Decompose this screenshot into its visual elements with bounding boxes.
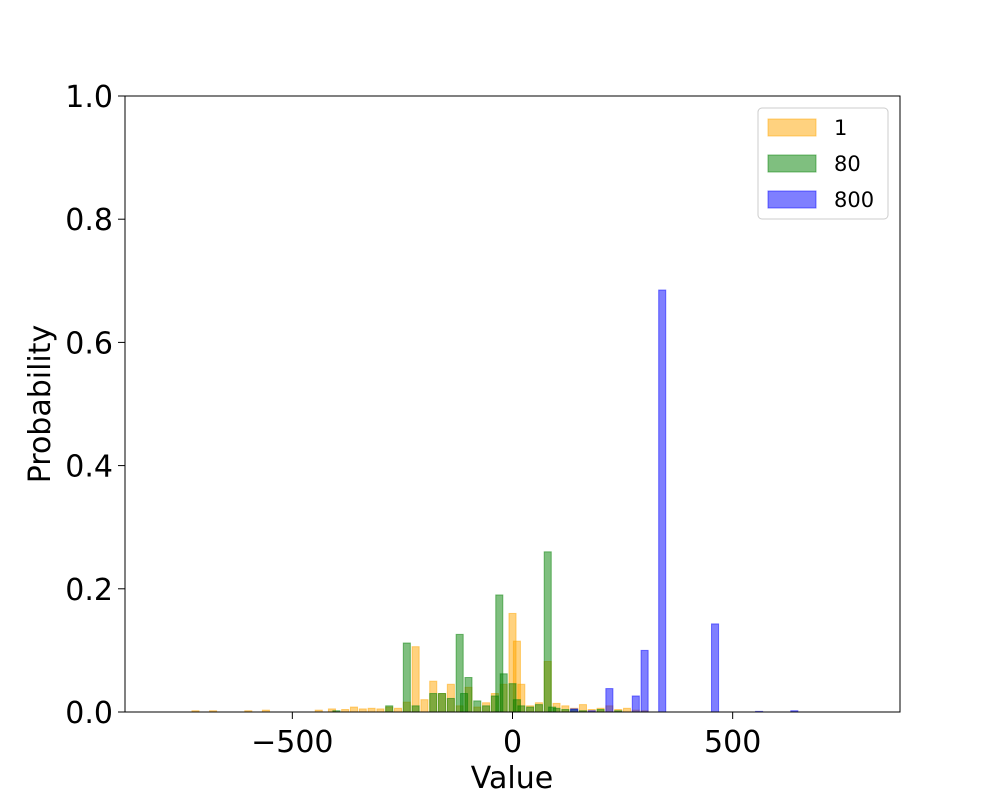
bar bbox=[543, 551, 552, 713]
y-axis: 0.0 0.2 0.4 0.6 0.8 1.0 bbox=[65, 80, 125, 731]
bar bbox=[526, 706, 535, 713]
x-axis-label: Value bbox=[471, 761, 553, 796]
y-tick-label: 0.8 bbox=[65, 203, 113, 238]
y-tick-label: 0.2 bbox=[65, 573, 113, 608]
legend-label: 80 bbox=[834, 152, 861, 176]
y-tick-label: 0.6 bbox=[65, 326, 113, 361]
bar bbox=[438, 693, 447, 713]
bar bbox=[385, 705, 394, 713]
y-axis-label: Probability bbox=[23, 325, 58, 484]
legend-label: 800 bbox=[834, 188, 874, 212]
bar bbox=[622, 707, 632, 713]
bar bbox=[429, 693, 438, 713]
y-tick-label: 0.4 bbox=[65, 450, 113, 485]
bar bbox=[605, 688, 614, 713]
series-1-bars bbox=[191, 612, 649, 713]
y-tick-label: 1.0 bbox=[65, 80, 113, 115]
bar bbox=[482, 705, 491, 713]
x-tick-label: −500 bbox=[251, 725, 333, 760]
bar bbox=[658, 289, 667, 713]
bar bbox=[446, 697, 455, 713]
legend: 1 80 800 bbox=[757, 107, 889, 220]
legend-swatch bbox=[767, 154, 817, 173]
bar bbox=[473, 700, 482, 713]
bar bbox=[420, 699, 429, 713]
bar bbox=[552, 707, 561, 713]
bar bbox=[517, 705, 526, 713]
legend-swatch bbox=[767, 190, 817, 209]
bar bbox=[711, 623, 720, 713]
bar bbox=[631, 695, 640, 713]
bar bbox=[411, 646, 420, 713]
bar bbox=[534, 704, 543, 713]
x-tick-label: 0 bbox=[503, 725, 522, 760]
bar bbox=[499, 673, 508, 713]
series-80-bars bbox=[332, 551, 623, 713]
y-tick-label: 0.0 bbox=[65, 696, 113, 731]
bar bbox=[402, 642, 411, 713]
legend-label: 1 bbox=[834, 116, 847, 140]
bar bbox=[640, 649, 649, 713]
x-axis: −500 0 500 bbox=[251, 712, 761, 760]
bar bbox=[349, 706, 359, 713]
series-800-bars bbox=[570, 289, 799, 713]
bar bbox=[367, 707, 376, 713]
bar bbox=[411, 705, 420, 713]
histogram-bars bbox=[191, 289, 799, 713]
legend-swatch bbox=[767, 118, 817, 137]
x-tick-label: 500 bbox=[704, 725, 761, 760]
bar bbox=[393, 707, 403, 713]
bar bbox=[464, 677, 473, 713]
